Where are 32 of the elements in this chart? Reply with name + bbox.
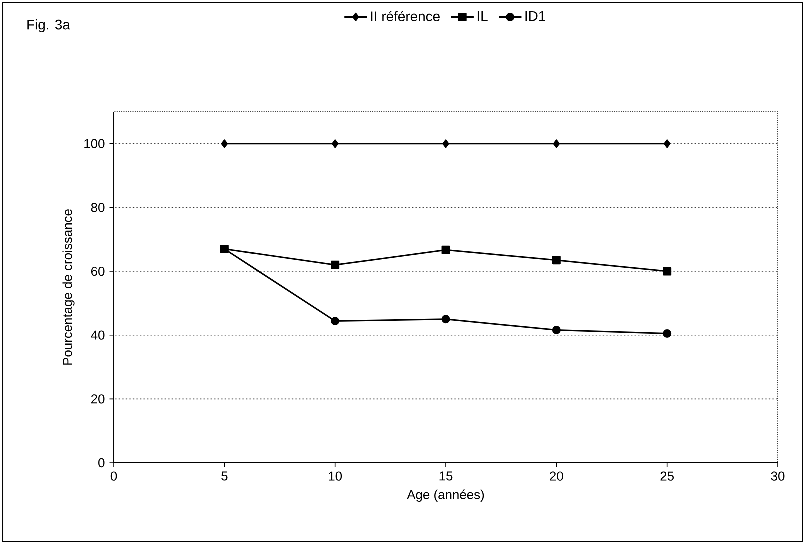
point (663, 267, 672, 276)
point (442, 140, 450, 148)
legend-label: ID1 (526, 11, 546, 22)
chart-title: Fig. 3a (28, 20, 70, 32)
legend-label: IL (478, 11, 488, 22)
x-tick-label: 25 (660, 472, 674, 481)
y-tick-label: 100 (84, 139, 105, 148)
x-axis-title: Age (années) (407, 490, 484, 502)
x-tick-label: 20 (550, 472, 564, 481)
point (221, 140, 228, 148)
point (553, 140, 560, 148)
x-tick-label: 0 (110, 472, 118, 481)
point (332, 140, 339, 148)
point (331, 317, 340, 326)
y-tick-label: 20 (91, 394, 105, 404)
x-tick-label: 5 (222, 472, 228, 481)
y-tick-label: 80 (91, 203, 105, 212)
x-tick-label: 10 (329, 472, 342, 481)
y-tick-label: 0 (98, 458, 105, 468)
y-tick-label: 40 (91, 330, 105, 340)
point (552, 256, 561, 265)
x-tick-label: 30 (771, 472, 785, 481)
x-tick-label: 15 (440, 472, 453, 481)
point (664, 140, 671, 148)
point (552, 326, 561, 334)
point (442, 246, 450, 254)
point (663, 330, 672, 338)
legend-label: II référence (371, 11, 440, 22)
point (442, 315, 450, 324)
point (331, 260, 340, 270)
y-tick-label: 60 (91, 266, 105, 276)
y-axis-title: Pourcentage de croissance (62, 210, 75, 365)
